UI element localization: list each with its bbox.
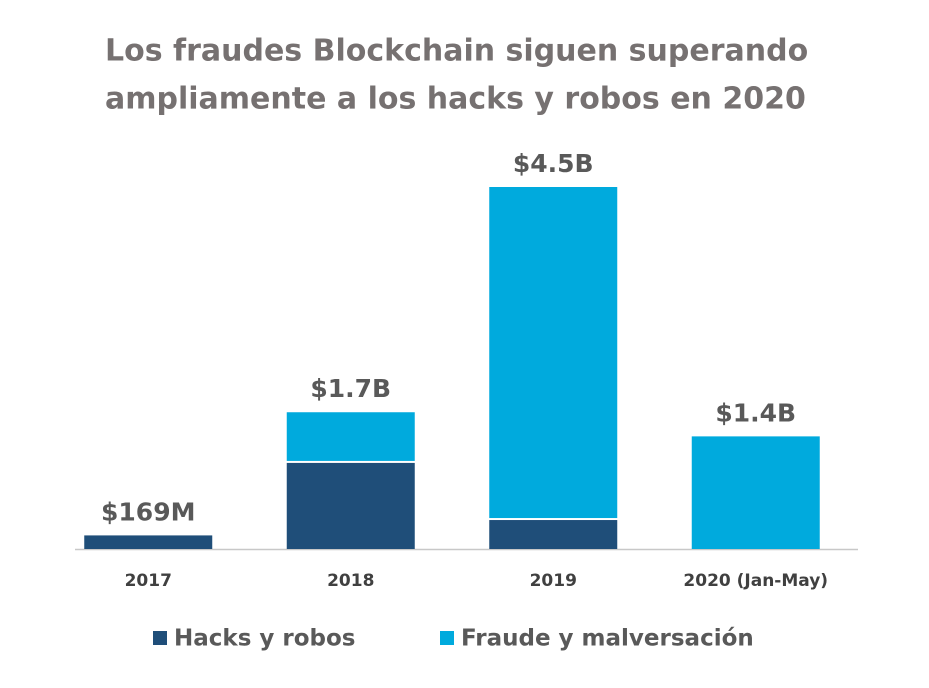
x-tick-label: 2017 bbox=[125, 571, 172, 591]
bar-segment bbox=[84, 535, 213, 549]
total-label: $1.4B bbox=[715, 398, 796, 427]
bar-segment bbox=[489, 520, 618, 549]
chart-title: Los fraudes Blockchain siguen superando bbox=[105, 34, 808, 69]
total-label: $169M bbox=[101, 497, 195, 526]
x-tick-label: 2020 (Jan-May) bbox=[683, 571, 828, 591]
total-label: $4.5B bbox=[513, 149, 594, 178]
bar-segment bbox=[286, 462, 415, 549]
total-label: $1.7B bbox=[310, 374, 391, 403]
bar-segment bbox=[691, 436, 820, 549]
legend-swatch bbox=[153, 631, 167, 645]
chart-title: ampliamente a los hacks y robos en 2020 bbox=[105, 82, 806, 117]
legend-swatch bbox=[440, 631, 454, 645]
bar-segment bbox=[286, 412, 415, 461]
legend-label: Fraude y malversación bbox=[461, 626, 754, 652]
bar-segment bbox=[489, 187, 618, 519]
x-tick-label: 2018 bbox=[327, 571, 374, 591]
x-tick-label: 2019 bbox=[530, 571, 577, 591]
legend-label: Hacks y robos bbox=[174, 626, 356, 652]
